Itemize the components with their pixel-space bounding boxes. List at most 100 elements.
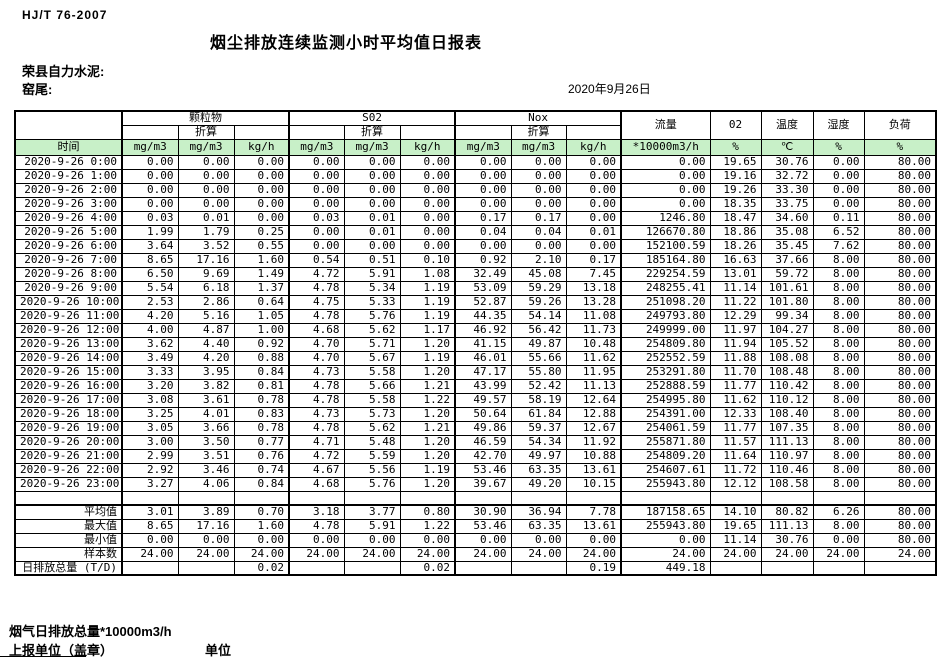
- value-cell: 0.03: [288, 210, 345, 226]
- value-cell: 1.49: [233, 266, 290, 282]
- value-cell: 4.78: [288, 280, 345, 296]
- value-cell: 80.00: [863, 308, 937, 324]
- value-cell: 5.33: [343, 294, 401, 310]
- table-row: 2020-9-26 6:00 3.64 3.52 0.55 0.00 0.00 0.00 0.…: [14, 238, 937, 254]
- table-row: 2020-9-26 21:00 2.99 3.51 0.76 4.72 5.59 1.20 4…: [14, 448, 937, 464]
- value-cell: 6.18: [177, 280, 235, 296]
- value-cell: 251098.20: [620, 294, 711, 310]
- unit-cell: mg/m3: [288, 138, 345, 156]
- value-cell: 1.00: [233, 322, 290, 338]
- value-cell: 12.12: [709, 476, 762, 492]
- value-cell: 0.00: [177, 532, 235, 548]
- value-cell: 24.00: [709, 546, 762, 562]
- value-cell: 3.33: [121, 364, 179, 380]
- value-cell: 1.19: [399, 280, 456, 296]
- value-cell: 37.66: [760, 252, 814, 268]
- value-cell: 8.00: [812, 280, 865, 296]
- row-label-cell: 2020-9-26 1:00: [14, 168, 123, 184]
- value-cell: 8.00: [812, 252, 865, 268]
- value-cell: 59.26: [510, 294, 567, 310]
- value-cell: 1.08: [399, 266, 456, 282]
- value-cell: 111.13: [760, 434, 814, 450]
- value-cell: 39.67: [454, 476, 512, 492]
- row-label-cell: 2020-9-26 22:00: [14, 462, 123, 478]
- value-cell: 42.70: [454, 448, 512, 464]
- value-cell: 0.00: [454, 168, 512, 184]
- summary-row: 最小值 0.00 0.00 0.00 0.00 0.00 0.00 0.00 0.00 0.00 0…: [14, 532, 937, 548]
- unit-label: 单位: [205, 643, 232, 658]
- value-cell: 2.86: [177, 294, 235, 310]
- value-cell: 11.57: [709, 434, 762, 450]
- reporting-unit-label: 上报单位（盖章）: [9, 643, 114, 658]
- value-cell: 0.54: [288, 252, 345, 268]
- value-cell: 53.09: [454, 280, 512, 296]
- value-cell: 0.17: [565, 252, 622, 268]
- value-cell: 0.00: [510, 154, 567, 170]
- corner-cell: [14, 110, 123, 140]
- value-cell: 11.13: [565, 378, 622, 394]
- table-row: 2020-9-26 20:00 3.00 3.50 0.77 4.71 5.48 1.20 4…: [14, 434, 937, 450]
- value-cell: 0.92: [233, 336, 290, 352]
- value-cell: 49.20: [510, 476, 567, 492]
- value-cell: 1.20: [399, 364, 456, 380]
- value-cell: 1.22: [399, 392, 456, 408]
- value-cell: 8.00: [812, 434, 865, 450]
- value-cell: 8.00: [812, 462, 865, 478]
- unit-cell: %: [863, 138, 937, 156]
- value-cell: [620, 490, 711, 506]
- value-cell: [709, 560, 762, 576]
- value-cell: 8.00: [812, 448, 865, 464]
- value-cell: [565, 490, 622, 506]
- sub-blank: [565, 124, 622, 140]
- sub-blank: [288, 124, 345, 140]
- value-cell: 5.66: [343, 378, 401, 394]
- value-cell: 17.16: [177, 252, 235, 268]
- value-cell: 0.00: [177, 154, 235, 170]
- value-cell: 4.87: [177, 322, 235, 338]
- value-cell: 1.22: [399, 518, 456, 534]
- value-cell: 248255.41: [620, 280, 711, 296]
- row-label-cell: 2020-9-26 6:00: [14, 238, 123, 254]
- value-cell: 80.00: [863, 168, 937, 184]
- value-cell: 0.00: [620, 154, 711, 170]
- row-label-cell: 2020-9-26 16:00: [14, 378, 123, 394]
- value-cell: 0.76: [233, 448, 290, 464]
- value-cell: [863, 560, 937, 576]
- value-cell: 80.00: [863, 336, 937, 352]
- value-cell: 8.65: [121, 518, 179, 534]
- value-cell: 8.00: [812, 322, 865, 338]
- value-cell: 2.99: [121, 448, 179, 464]
- value-cell: 5.56: [343, 462, 401, 478]
- value-cell: 3.01: [121, 504, 179, 520]
- value-cell: 249793.80: [620, 308, 711, 324]
- value-cell: 1.05: [233, 308, 290, 324]
- value-cell: 8.00: [812, 420, 865, 436]
- value-cell: 4.75: [288, 294, 345, 310]
- value-cell: 12.29: [709, 308, 762, 324]
- summary-row: 样本数 24.00 24.00 24.00 24.00 24.00 24.00 24.00 24…: [14, 546, 937, 562]
- value-cell: 0.00: [510, 238, 567, 254]
- summary-row: 最大值 8.65 17.16 1.60 4.78 5.91 1.22 53.46 63.35 13…: [14, 518, 937, 534]
- value-cell: 253291.80: [620, 364, 711, 380]
- value-cell: [343, 490, 401, 506]
- value-cell: 0.00: [343, 196, 401, 212]
- value-cell: 0.00: [510, 168, 567, 184]
- value-cell: 3.52: [177, 238, 235, 254]
- value-cell: 0.00: [121, 196, 179, 212]
- value-cell: 8.00: [812, 518, 865, 534]
- value-cell: 11.72: [709, 462, 762, 478]
- summary-row: 日排放总量 (T/D) 0.02 0.02 0.19 449.18: [14, 560, 937, 576]
- value-cell: 11.94: [709, 336, 762, 352]
- value-cell: 24.00: [812, 546, 865, 562]
- value-cell: 5.62: [343, 420, 401, 436]
- report-title: 烟尘排放连续监测小时平均值日报表: [210, 35, 483, 52]
- value-cell: 0.25: [233, 224, 290, 240]
- value-cell: 2.53: [121, 294, 179, 310]
- value-cell: 108.40: [760, 406, 814, 422]
- value-cell: 8.00: [812, 308, 865, 324]
- value-cell: 1.60: [233, 252, 290, 268]
- group-nox: Nox: [454, 110, 622, 126]
- value-cell: 80.00: [863, 420, 937, 436]
- value-cell: 0.11: [812, 210, 865, 226]
- value-cell: 55.80: [510, 364, 567, 380]
